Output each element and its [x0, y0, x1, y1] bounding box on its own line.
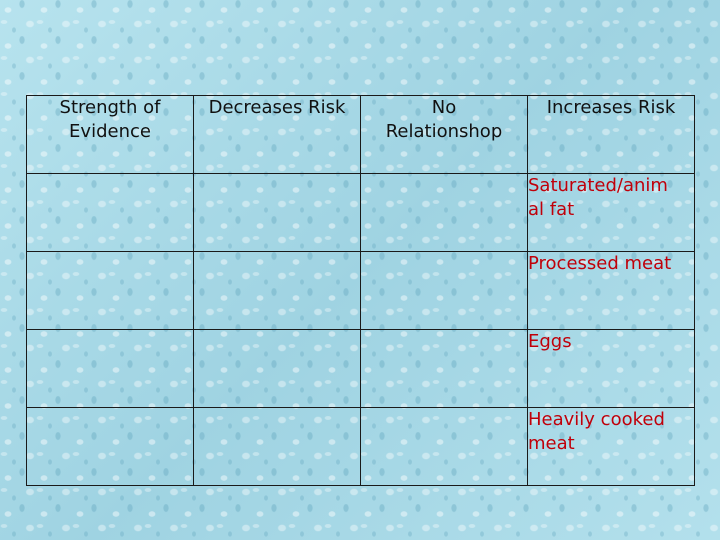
cell-line: Saturated/anim: [528, 175, 668, 196]
header-line: Evidence: [69, 121, 151, 142]
table-row: Heavily cooked meat: [26, 407, 695, 486]
cell-increases: Processed meat: [527, 251, 695, 330]
header-line: Increases Risk: [546, 97, 676, 118]
table-row: Eggs: [26, 329, 695, 408]
cell-increases: Heavily cooked meat: [527, 407, 695, 486]
cell-strength: [26, 251, 194, 330]
header-strength-of-evidence: Strength of Evidence: [26, 95, 194, 174]
table-header-row: Strength of Evidence Decreases Risk No R…: [26, 95, 695, 174]
cell-decreases: [193, 251, 361, 330]
cell-strength: [26, 173, 194, 252]
header-increases-risk: Increases Risk: [527, 95, 695, 174]
cell-decreases: [193, 329, 361, 408]
table-row: Saturated/anim al fat: [26, 173, 695, 252]
cell-strength: [26, 407, 194, 486]
header-no-relationship: No Relationshop: [360, 95, 528, 174]
header-decreases-risk: Decreases Risk: [193, 95, 361, 174]
header-line: Strength of: [59, 97, 161, 118]
table-row: Processed meat: [26, 251, 695, 330]
cell-no-relationship: [360, 329, 528, 408]
cell-no-relationship: [360, 173, 528, 252]
cell-strength: [26, 329, 194, 408]
cell-increases: Eggs: [527, 329, 695, 408]
cell-line: Eggs: [528, 331, 572, 352]
cell-line: Heavily cooked: [528, 409, 665, 430]
header-line: Relationshop: [385, 121, 503, 142]
cell-increases: Saturated/anim al fat: [527, 173, 695, 252]
header-line: No: [431, 97, 457, 118]
cell-line: meat: [528, 433, 575, 454]
cell-no-relationship: [360, 407, 528, 486]
cell-decreases: [193, 173, 361, 252]
cell-line: al fat: [528, 199, 575, 220]
cell-line: Processed meat: [528, 253, 672, 274]
risk-evidence-table: Strength of Evidence Decreases Risk No R…: [26, 95, 695, 486]
header-line: Decreases Risk: [208, 97, 346, 118]
cell-decreases: [193, 407, 361, 486]
cell-no-relationship: [360, 251, 528, 330]
